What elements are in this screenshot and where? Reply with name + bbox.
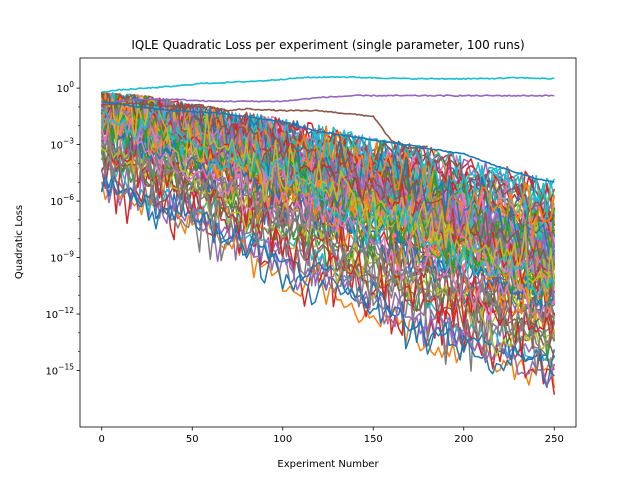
y-tick-base: 10 [45, 367, 58, 378]
run-series-line [100, 100, 555, 296]
y-tick-base: 10 [50, 254, 63, 265]
y-tick-label: 10−9 [50, 250, 74, 265]
y-tick-label: 10−15 [45, 363, 74, 378]
run-series-line [100, 127, 556, 372]
run-series-line [101, 132, 556, 336]
y-tick-label: 100 [56, 80, 74, 95]
plot-frame [79, 57, 577, 428]
x-tick-label: 100 [273, 434, 292, 445]
y-tick-exponent: 0 [69, 80, 74, 89]
run-series-line [101, 100, 555, 183]
y-tick-label: 10−3 [50, 137, 74, 152]
run-series-line [101, 94, 555, 105]
run-series-line [101, 96, 556, 305]
run-series-line [101, 75, 555, 94]
x-tick-label: 0 [99, 434, 105, 445]
x-tick-label: 50 [186, 434, 199, 445]
x-tick-label: 250 [545, 434, 564, 445]
run-series-line [100, 94, 556, 290]
y-tick-base: 10 [50, 141, 63, 152]
run-series-line [100, 92, 556, 239]
y-tick-exponent: −12 [58, 306, 74, 315]
run-series-line [101, 124, 556, 357]
chart-title: IQLE Quadratic Loss per experiment (sing… [131, 38, 524, 52]
y-axis-label: Quadratic Loss [14, 205, 25, 279]
run-series-line [100, 171, 555, 377]
y-tick-base: 10 [56, 84, 69, 95]
x-axis-label: Experiment Number [277, 459, 379, 470]
y-tick-exponent: −6 [63, 193, 74, 202]
y-tick-exponent: −9 [63, 250, 74, 259]
run-series-line [100, 138, 555, 376]
run-series-line [100, 118, 555, 321]
x-tick-label: 200 [454, 434, 473, 445]
x-axis: 0 50 100 150 200 250 [99, 427, 564, 445]
y-tick-exponent: −15 [58, 363, 74, 372]
series-layer [100, 75, 556, 395]
y-tick-exponent: −3 [63, 137, 74, 146]
x-tick-label: 150 [364, 434, 383, 445]
y-tick-base: 10 [45, 310, 58, 321]
y-tick-base: 10 [50, 197, 63, 208]
y-tick-label: 10−12 [45, 306, 74, 321]
y-tick-label: 10−6 [50, 193, 74, 208]
run-series-line [101, 102, 428, 149]
